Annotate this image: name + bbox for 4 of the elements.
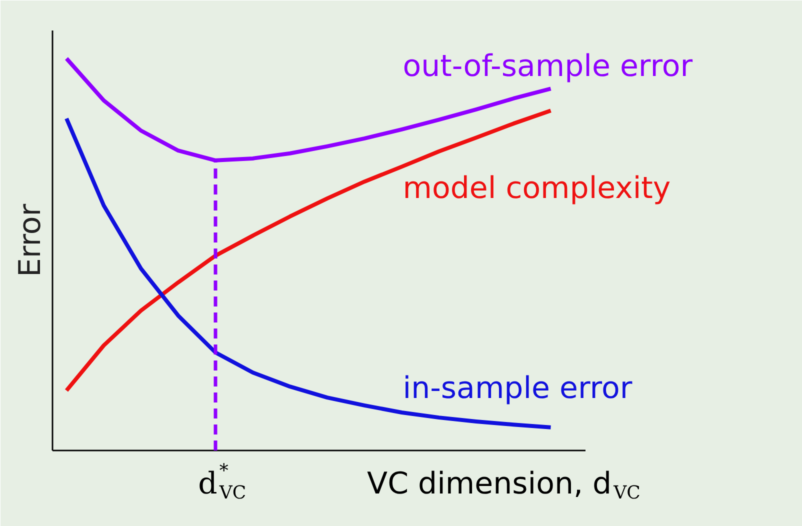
series-label: out-of-sample error xyxy=(402,49,694,84)
y-axis-title: Error xyxy=(13,203,48,278)
series-label: in-sample error xyxy=(402,370,633,406)
series-label: model complexity xyxy=(402,171,671,206)
